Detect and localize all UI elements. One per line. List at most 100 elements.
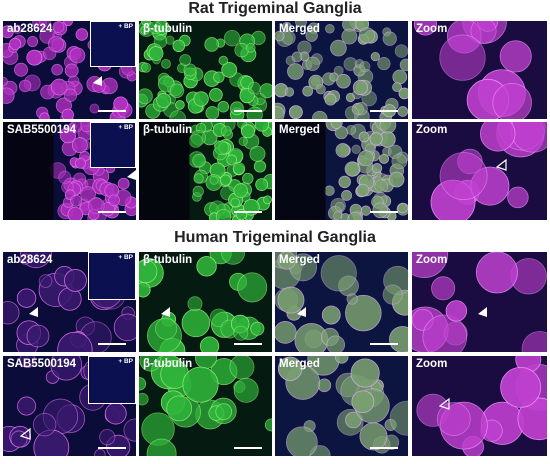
cell bbox=[399, 58, 408, 72]
cell bbox=[26, 324, 50, 348]
image-panel: ab28624 + BP bbox=[3, 252, 136, 352]
micrograph bbox=[275, 21, 408, 119]
image-panel: Merged bbox=[275, 356, 408, 456]
panel-label: Zoom bbox=[416, 358, 448, 370]
cell bbox=[264, 418, 272, 432]
cell bbox=[344, 106, 360, 119]
micrograph bbox=[139, 252, 272, 352]
cell bbox=[263, 195, 272, 205]
cell bbox=[371, 162, 383, 174]
cell bbox=[26, 49, 43, 66]
cell bbox=[246, 106, 263, 119]
inset-label: + BP bbox=[118, 23, 133, 30]
cell bbox=[413, 21, 438, 36]
cell bbox=[391, 153, 408, 170]
micrograph bbox=[139, 21, 272, 119]
cell bbox=[392, 69, 408, 85]
cell bbox=[321, 305, 341, 325]
cell bbox=[277, 252, 296, 270]
panel-label: β-tubulin bbox=[143, 23, 193, 35]
micrograph bbox=[412, 356, 547, 456]
cell bbox=[9, 37, 22, 51]
cell bbox=[311, 110, 328, 119]
cell bbox=[123, 418, 136, 442]
cell bbox=[250, 321, 265, 336]
micrograph bbox=[275, 122, 408, 220]
cell bbox=[255, 178, 269, 191]
cell bbox=[338, 175, 351, 189]
cell bbox=[223, 29, 241, 47]
panel-label: Zoom bbox=[416, 23, 448, 35]
cell bbox=[397, 202, 408, 214]
cell bbox=[139, 392, 149, 406]
cell bbox=[305, 56, 320, 71]
cell bbox=[18, 79, 32, 93]
cell bbox=[334, 201, 345, 212]
cell bbox=[277, 356, 303, 381]
cell bbox=[379, 153, 390, 164]
image-panel: β-tubulin bbox=[139, 356, 272, 456]
cell bbox=[234, 42, 249, 58]
cell bbox=[221, 61, 238, 78]
cell bbox=[139, 88, 153, 105]
inset: + BP bbox=[90, 21, 136, 67]
cell bbox=[193, 173, 204, 184]
cell bbox=[50, 356, 83, 381]
cell bbox=[16, 288, 37, 308]
cell bbox=[346, 293, 358, 305]
cell bbox=[325, 24, 335, 34]
cell bbox=[181, 308, 211, 338]
cell bbox=[382, 284, 403, 305]
cell bbox=[12, 24, 23, 35]
micrograph bbox=[139, 122, 272, 220]
cell bbox=[275, 30, 285, 42]
cell bbox=[326, 335, 346, 352]
cell bbox=[50, 78, 68, 96]
cell bbox=[431, 276, 456, 301]
open-arrowhead bbox=[438, 397, 450, 410]
cell bbox=[382, 31, 397, 46]
arrowhead bbox=[29, 307, 38, 317]
micrograph bbox=[412, 252, 547, 352]
inset: + BP bbox=[90, 122, 136, 168]
micrograph bbox=[3, 252, 136, 352]
cell bbox=[169, 110, 186, 119]
cell bbox=[38, 21, 51, 28]
panel-label: SAB5500194 bbox=[7, 358, 77, 370]
cell bbox=[475, 252, 518, 294]
cell bbox=[139, 259, 158, 284]
cell bbox=[351, 144, 361, 155]
micrograph bbox=[3, 122, 136, 220]
cell bbox=[394, 44, 408, 58]
cell bbox=[350, 358, 380, 388]
cell bbox=[324, 185, 335, 196]
image-panel: Zoom bbox=[412, 252, 547, 352]
cell bbox=[277, 286, 305, 314]
cell bbox=[500, 366, 542, 408]
cell bbox=[439, 152, 488, 200]
micrograph bbox=[275, 356, 408, 456]
empty-region bbox=[139, 122, 190, 220]
cell bbox=[230, 197, 240, 208]
cell bbox=[249, 145, 266, 162]
cell bbox=[182, 366, 219, 403]
cell bbox=[287, 63, 304, 80]
cell bbox=[439, 34, 486, 81]
image-panel: Merged bbox=[275, 21, 408, 119]
cell bbox=[209, 175, 219, 185]
image-panel: Merged bbox=[275, 252, 408, 352]
cell bbox=[183, 63, 197, 77]
cell bbox=[352, 79, 369, 96]
cell bbox=[14, 62, 28, 77]
panel-label: SAB5500194 bbox=[7, 124, 77, 136]
cell bbox=[61, 108, 74, 119]
cell bbox=[3, 76, 8, 87]
image-panel: SAB5500194 + BP bbox=[3, 122, 136, 220]
cell bbox=[71, 137, 88, 154]
cell bbox=[209, 88, 223, 102]
cell bbox=[196, 256, 217, 277]
cell bbox=[291, 51, 303, 63]
cell bbox=[233, 183, 248, 198]
cell bbox=[237, 272, 268, 303]
cell bbox=[166, 395, 193, 422]
